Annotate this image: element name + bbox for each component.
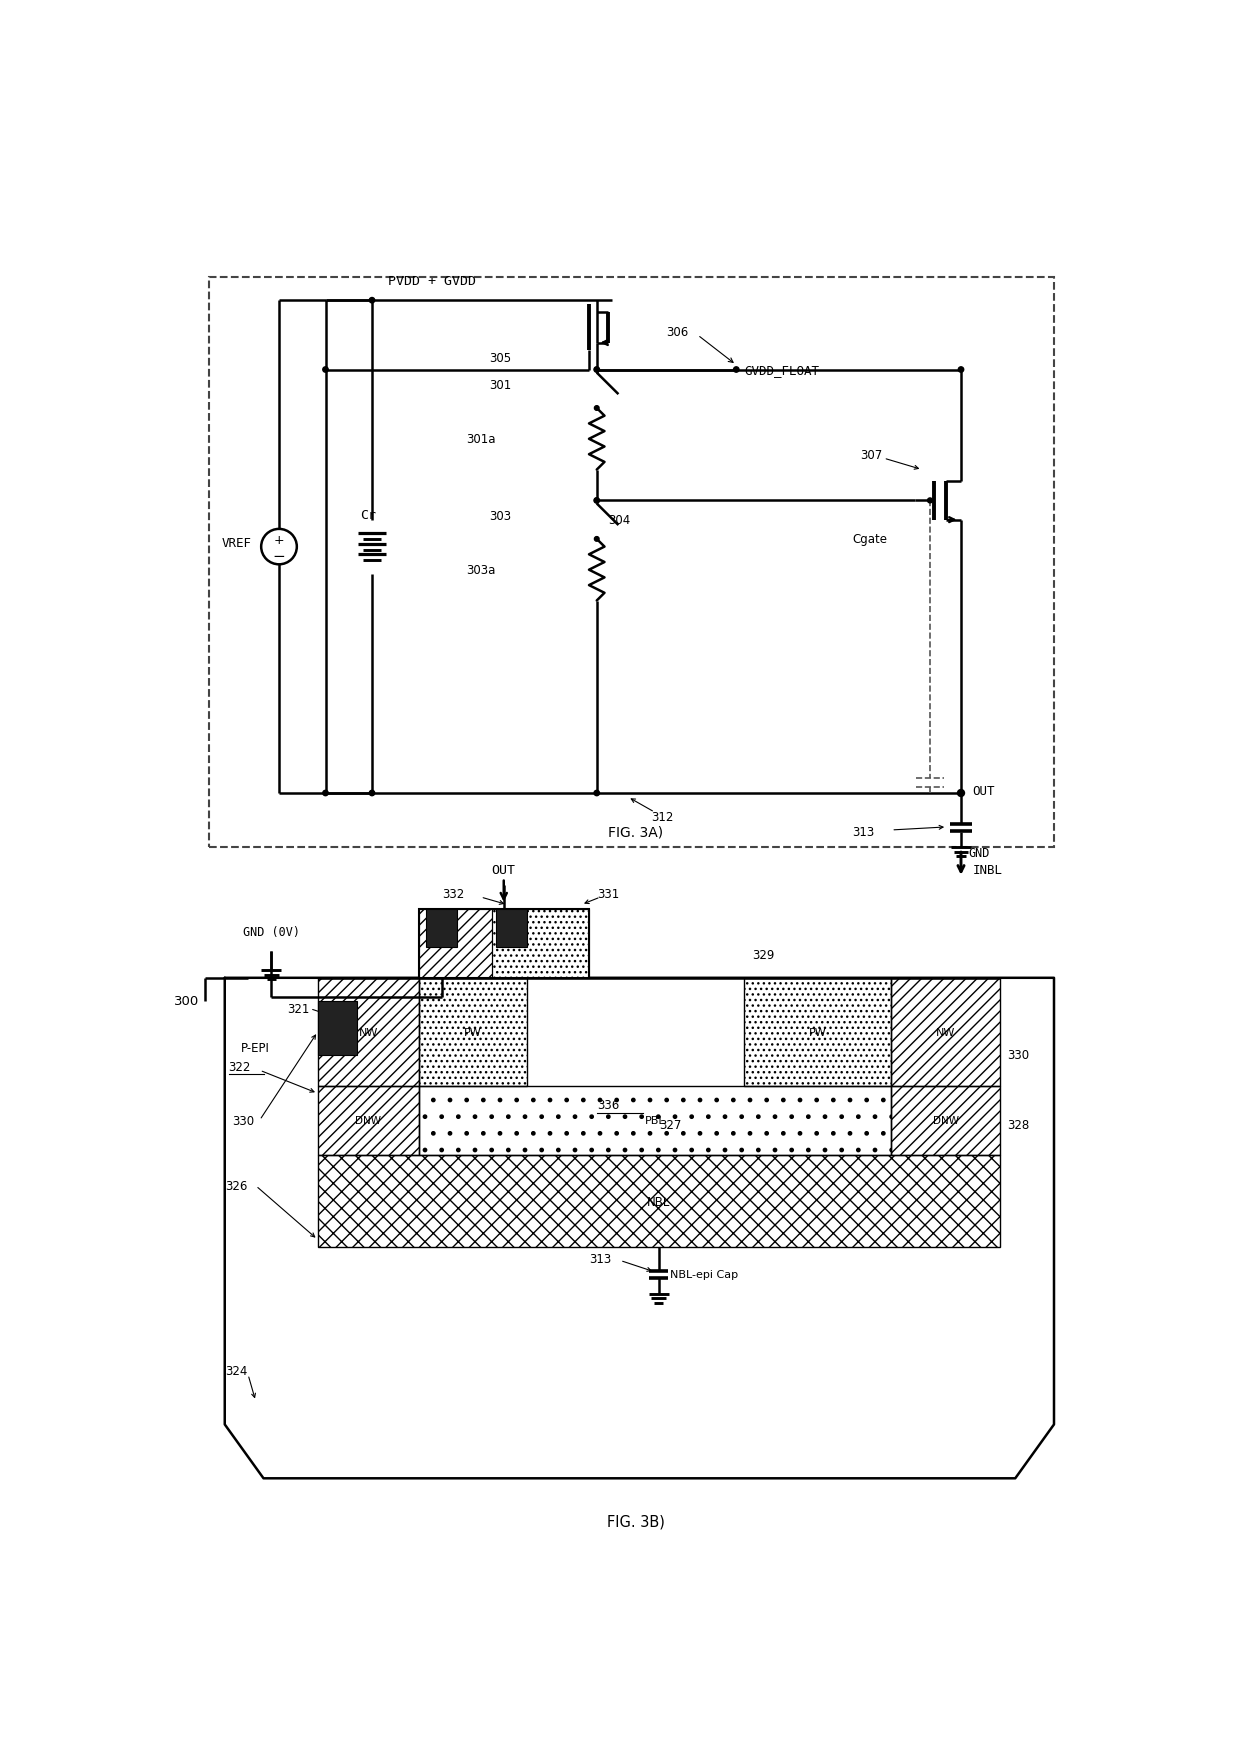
Text: 301: 301 xyxy=(490,379,511,393)
Text: 303a: 303a xyxy=(466,563,496,577)
Circle shape xyxy=(594,367,599,372)
Bar xyxy=(892,1085,999,1155)
Circle shape xyxy=(957,790,965,796)
Text: OUT: OUT xyxy=(972,784,996,798)
Text: GVDD_FLOAT: GVDD_FLOAT xyxy=(744,363,818,377)
Bar xyxy=(419,979,527,1085)
Circle shape xyxy=(594,791,599,796)
Text: NW: NW xyxy=(425,939,443,948)
Text: 329: 329 xyxy=(751,949,774,962)
Text: 322: 322 xyxy=(228,1061,250,1073)
Text: 324: 324 xyxy=(224,1363,247,1377)
Text: 313: 313 xyxy=(589,1252,611,1266)
Bar xyxy=(419,909,492,979)
Text: FIG. 3A): FIG. 3A) xyxy=(608,824,663,838)
Circle shape xyxy=(594,407,599,410)
Bar xyxy=(317,1085,419,1155)
Bar xyxy=(317,979,419,1085)
Text: +: + xyxy=(274,534,284,546)
Text: Cgate: Cgate xyxy=(853,534,888,546)
Text: 329: 329 xyxy=(449,949,472,962)
Text: 303: 303 xyxy=(490,510,511,523)
Bar xyxy=(419,909,589,979)
Text: GND: GND xyxy=(968,847,990,859)
Text: NBL: NBL xyxy=(647,1195,671,1209)
Text: 304: 304 xyxy=(609,513,631,527)
Text: 312: 312 xyxy=(651,810,673,823)
Text: −: − xyxy=(273,548,285,563)
Circle shape xyxy=(370,299,374,304)
Text: 330: 330 xyxy=(1007,1049,1029,1063)
Text: 321: 321 xyxy=(286,1002,309,1016)
Circle shape xyxy=(594,499,599,503)
Text: PW: PW xyxy=(464,1028,481,1036)
Text: 305: 305 xyxy=(490,353,511,365)
Bar xyxy=(317,1002,357,1056)
Text: 328: 328 xyxy=(1007,1118,1029,1130)
Text: PW: PW xyxy=(808,1028,827,1036)
Circle shape xyxy=(594,499,599,504)
Text: OUT: OUT xyxy=(492,864,516,876)
Bar xyxy=(419,1085,892,1155)
Text: P-EPI: P-EPI xyxy=(242,1042,270,1054)
Text: 336: 336 xyxy=(596,1099,619,1111)
Bar xyxy=(317,1155,999,1247)
Bar xyxy=(496,909,527,948)
Text: 330: 330 xyxy=(233,1115,254,1127)
Text: NW: NW xyxy=(358,1028,378,1036)
Text: VREF: VREF xyxy=(222,537,252,550)
Circle shape xyxy=(370,791,374,796)
Bar xyxy=(744,979,892,1085)
Text: 300: 300 xyxy=(175,995,200,1009)
Text: 332: 332 xyxy=(441,887,464,901)
Text: PW: PW xyxy=(532,939,548,948)
Circle shape xyxy=(322,367,329,372)
Text: GND (0V): GND (0V) xyxy=(243,925,300,939)
Text: 327: 327 xyxy=(658,1118,681,1130)
Circle shape xyxy=(928,499,932,504)
Text: FIG. 3B): FIG. 3B) xyxy=(606,1513,665,1529)
Text: 307: 307 xyxy=(861,449,883,461)
Text: 331: 331 xyxy=(596,887,619,901)
Text: 326: 326 xyxy=(224,1179,247,1193)
Bar xyxy=(892,979,999,1085)
Circle shape xyxy=(734,367,739,372)
Bar xyxy=(210,278,1054,847)
Text: 301a: 301a xyxy=(466,433,496,445)
Circle shape xyxy=(322,791,329,796)
Text: 306: 306 xyxy=(667,325,688,339)
Text: NBL-epi Cap: NBL-epi Cap xyxy=(671,1269,739,1280)
Text: NW: NW xyxy=(936,1028,955,1036)
Circle shape xyxy=(959,367,963,372)
Text: PVDD + GVDD: PVDD + GVDD xyxy=(387,275,475,289)
Text: 313: 313 xyxy=(853,826,874,838)
Bar xyxy=(427,909,458,948)
Bar xyxy=(492,909,589,979)
Text: DNW: DNW xyxy=(932,1116,959,1125)
Text: PBL: PBL xyxy=(645,1116,665,1125)
Circle shape xyxy=(594,537,599,543)
Text: INBL: INBL xyxy=(972,864,1003,876)
Text: DNW: DNW xyxy=(355,1116,381,1125)
Circle shape xyxy=(594,369,599,372)
Polygon shape xyxy=(224,979,1054,1478)
Text: Cr: Cr xyxy=(360,508,376,522)
